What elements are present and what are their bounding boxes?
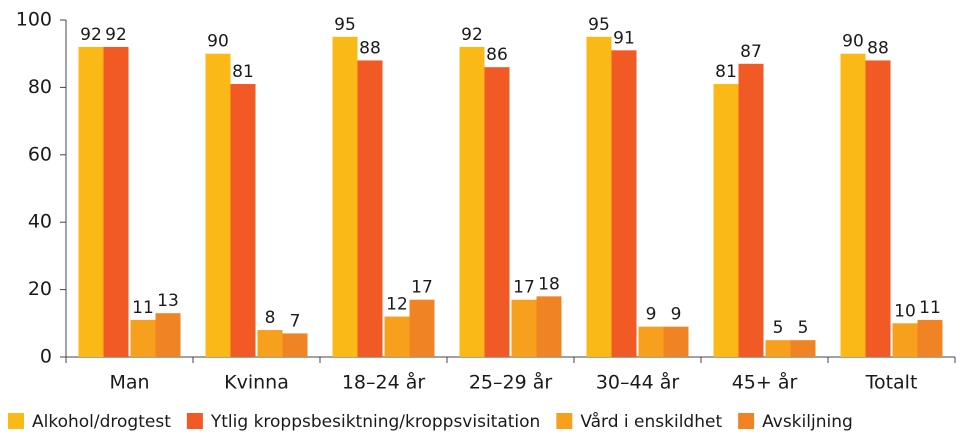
bar	[865, 60, 891, 357]
value-label: 81	[232, 62, 254, 82]
x-tick-label: 45+ år	[732, 371, 798, 394]
bar	[205, 53, 231, 357]
y-tick-label: 80	[28, 76, 52, 98]
value-label: 11	[132, 298, 154, 318]
y-tick-label: 40	[28, 211, 52, 233]
value-label: 95	[334, 15, 356, 35]
bar	[130, 319, 156, 357]
x-tick-label: Man	[109, 372, 149, 394]
bar	[790, 340, 816, 357]
legend-swatch	[556, 413, 573, 429]
value-label: 5	[773, 318, 784, 338]
legend-label: Alkohol/drogtest	[32, 412, 171, 432]
bar	[840, 53, 866, 357]
value-label: 17	[411, 278, 433, 298]
value-label: 12	[386, 295, 408, 315]
y-tick-label: 60	[28, 143, 52, 165]
value-label: 88	[359, 38, 381, 58]
bar	[384, 316, 410, 357]
y-tick-label: 100	[16, 9, 52, 31]
bar	[459, 46, 485, 358]
value-label: 11	[919, 298, 941, 318]
bar	[484, 67, 510, 358]
y-tick-label: 0	[40, 346, 52, 368]
bar	[892, 323, 918, 357]
bar	[332, 36, 358, 357]
value-label: 13	[157, 291, 179, 311]
bar	[663, 326, 689, 357]
value-label: 91	[613, 28, 635, 48]
value-label: 9	[646, 305, 657, 325]
value-label: 95	[588, 15, 610, 35]
bar	[282, 333, 308, 357]
bar	[713, 84, 739, 357]
value-label: 10	[894, 301, 916, 321]
legend-label: Ytlig kroppsbesiktning/kroppsvisitation	[210, 412, 540, 432]
x-tick-label: 25–29 år	[469, 371, 553, 394]
bar	[103, 46, 129, 358]
bar	[738, 63, 764, 358]
bar	[511, 299, 537, 357]
bar	[409, 299, 435, 357]
value-label: 9	[671, 305, 682, 325]
x-tick-label: 18–24 år	[342, 371, 426, 394]
bar	[765, 340, 791, 357]
bar	[357, 60, 383, 357]
x-tick-label: Kvinna	[224, 372, 289, 394]
bar	[917, 319, 943, 357]
value-label: 92	[461, 25, 483, 45]
bar	[536, 296, 562, 357]
value-label: 18	[538, 274, 560, 294]
value-label: 90	[207, 32, 229, 52]
x-tick-label: 30–44 år	[596, 371, 680, 394]
bar	[155, 313, 181, 357]
legend-swatch	[8, 413, 24, 429]
value-label: 81	[715, 62, 737, 82]
value-label: 87	[740, 42, 762, 62]
value-label: 17	[513, 278, 535, 298]
value-label: 92	[105, 25, 127, 45]
legend-label: Avskiljning	[762, 412, 853, 432]
value-label: 86	[486, 45, 508, 65]
value-label: 5	[798, 318, 809, 338]
value-label: 92	[80, 25, 102, 45]
value-label: 90	[842, 32, 864, 52]
legend-label: Vård i enskildhet	[580, 411, 722, 432]
bar	[257, 330, 283, 357]
legend-swatch	[186, 413, 203, 429]
value-label: 7	[290, 311, 301, 331]
bar	[611, 50, 637, 358]
legend-swatch	[738, 413, 755, 429]
bar	[586, 36, 612, 357]
y-tick-label: 20	[28, 278, 52, 300]
bar	[230, 84, 256, 357]
bar	[78, 46, 104, 358]
x-tick-label: Totalt	[865, 372, 918, 394]
bar	[638, 326, 664, 357]
value-label: 8	[265, 308, 276, 328]
value-label: 88	[867, 38, 889, 58]
